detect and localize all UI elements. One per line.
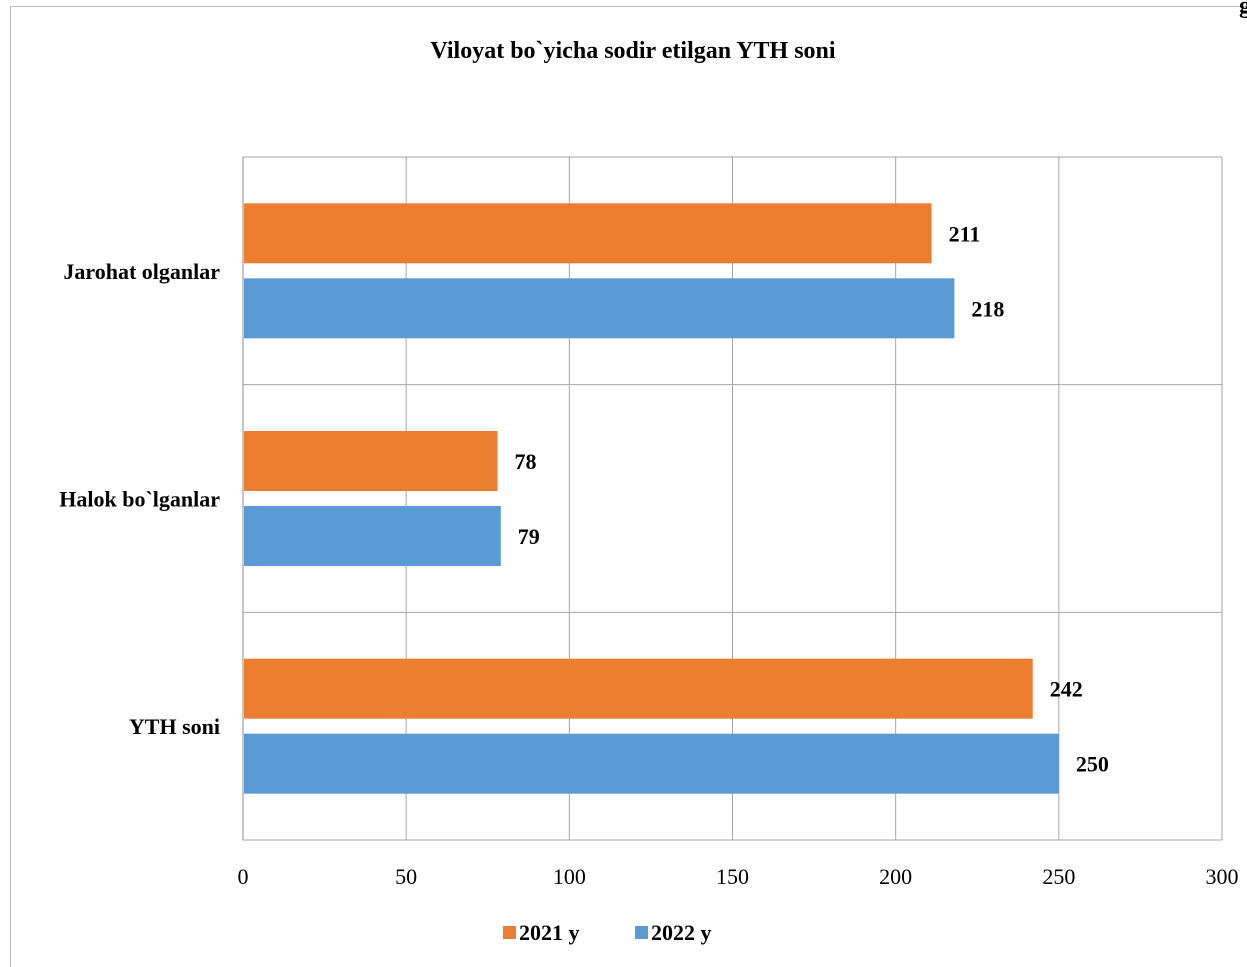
chart-title: Viloyat bo`yicha sodir etilgan YTH soni — [430, 38, 835, 64]
legend-swatch — [503, 926, 516, 939]
x-tick-label: 50 — [395, 864, 417, 889]
chart-area: g — [10, 0, 1247, 967]
bar-2021-y-2 — [244, 658, 1033, 719]
bar-2022-y-0 — [244, 278, 955, 339]
legend-swatch — [635, 926, 648, 939]
x-tick-label: 100 — [553, 864, 586, 889]
data-label: 211 — [949, 221, 981, 246]
bar-2021-y-0 — [244, 203, 932, 264]
data-label: 242 — [1050, 677, 1083, 702]
category-label: Halok bo`lganlar — [59, 487, 220, 512]
bar-2022-y-1 — [244, 506, 501, 566]
legend-entry: 2021 y — [519, 920, 580, 945]
bars — [244, 203, 1059, 794]
category-label: Jarohat olganlar — [63, 259, 220, 284]
gridlines — [242, 156, 1223, 841]
data-label: 78 — [515, 449, 537, 474]
x-tick-label: 250 — [1042, 864, 1075, 889]
bar-2021-y-1 — [244, 431, 498, 491]
bar-2022-y-2 — [244, 733, 1059, 794]
x-tick-label: 150 — [716, 864, 749, 889]
legend-entry: 2022 y — [651, 920, 712, 945]
x-tick-label: 300 — [1206, 864, 1239, 889]
x-tick-label: 200 — [879, 864, 912, 889]
corner-glyph: g — [1239, 0, 1247, 19]
category-label: YTH soni — [129, 714, 220, 739]
x-tick-label: 0 — [238, 864, 249, 889]
data-label: 218 — [971, 296, 1004, 321]
labels: 0 50 100 150 200 250 300 Jarohat olganlar 211 218… — [59, 221, 1238, 889]
data-label: 250 — [1076, 752, 1109, 777]
data-label: 79 — [518, 524, 540, 549]
legend: 2021 y 2022 y — [503, 920, 712, 945]
